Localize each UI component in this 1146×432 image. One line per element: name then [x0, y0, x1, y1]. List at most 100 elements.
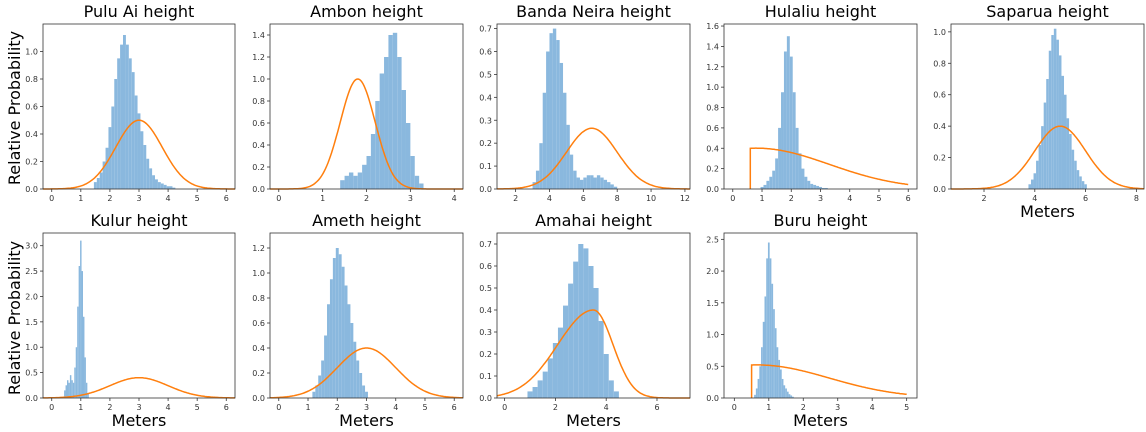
hist-bar — [114, 79, 118, 189]
hist-bar — [1069, 134, 1072, 189]
hist-bar — [68, 382, 70, 398]
x-tick-label: 5 — [195, 194, 200, 203]
hist-bar — [542, 371, 548, 398]
hist-bar — [1076, 170, 1080, 189]
x-tick-label: 3 — [136, 194, 141, 203]
y-tick-label: 0.0 — [479, 394, 492, 403]
hist-bar — [1028, 184, 1031, 189]
hist-bar — [1084, 184, 1087, 189]
y-tick-label: 0.1 — [479, 372, 492, 381]
hist-bar — [414, 175, 420, 189]
panel-title: Ameth height — [312, 211, 421, 230]
hist-bar — [557, 327, 564, 398]
hist-bar — [762, 321, 765, 398]
hist-bar — [546, 51, 550, 189]
x-tick-label: 2 — [981, 194, 986, 203]
hist-bar — [783, 385, 786, 398]
hist-bar — [140, 131, 144, 189]
x-tick-label: 0 — [276, 194, 281, 203]
hist-bar — [586, 175, 591, 189]
hist-bar — [539, 143, 543, 189]
hist-bar — [1081, 181, 1085, 189]
hist-bar — [332, 258, 336, 398]
hist-bar — [370, 134, 376, 189]
hist-bar — [348, 172, 354, 189]
y-tick-label: 1.5 — [706, 299, 719, 308]
x-axis-label: Meters — [793, 411, 848, 430]
hist-bar — [353, 175, 358, 189]
x-tick-label: 0 — [730, 194, 735, 203]
y-tick-label: 0.6 — [479, 48, 492, 57]
fitted-curve — [750, 364, 907, 398]
hist-bar — [327, 304, 330, 398]
hist-bar — [338, 254, 342, 398]
y-tick-label: 0.8 — [252, 97, 265, 106]
x-tick-label: 3 — [136, 403, 141, 412]
y-tick-label: 0.8 — [252, 294, 265, 303]
hist-bar — [593, 177, 597, 189]
y-tick-label: 1.0 — [252, 75, 265, 84]
y-tick-label: 1.5 — [25, 318, 38, 327]
hist-bar — [579, 179, 584, 189]
hist-bar — [93, 182, 97, 189]
hist-bar — [87, 392, 89, 398]
hist-bar — [80, 240, 82, 398]
hist-bar — [810, 183, 814, 189]
y-axis-label-row2: Relative Probability — [5, 241, 24, 395]
panel-2: Ambon height 0 1 2 3 4 0.0 0.2 0.4 0.6 0.8 1.0 1.2 1.… — [252, 2, 464, 203]
hist-bar — [143, 145, 147, 189]
hist-bar — [821, 187, 825, 189]
hist-bar — [775, 158, 779, 189]
y-tick-label: 0.0 — [25, 185, 38, 194]
hist-bar — [542, 92, 547, 189]
axes-frame — [269, 232, 464, 399]
hist-bar — [152, 175, 155, 189]
hist-bar — [163, 184, 167, 189]
hist-bar — [786, 391, 789, 398]
hist-bar — [559, 62, 564, 190]
y-tick-label: 0.3 — [479, 328, 492, 337]
y-tick-label: 0.4 — [933, 122, 946, 131]
hist-bar — [552, 28, 557, 190]
x-tick-label: 2 — [335, 403, 340, 412]
x-tick-label: 4 — [847, 194, 852, 203]
x-tick-label: 0 — [49, 194, 54, 203]
y-tick-label: 2.5 — [706, 235, 719, 244]
hist-bar — [1053, 28, 1057, 190]
hist-bar — [566, 124, 570, 189]
x-tick-label: 0 — [276, 403, 281, 412]
hist-bar — [1064, 94, 1067, 189]
y-tick-label: 0.8 — [25, 75, 38, 84]
hist-bar — [340, 180, 345, 189]
hist-bar — [1033, 173, 1037, 189]
y-tick-label: 0.0 — [252, 394, 265, 403]
hist-bar — [766, 258, 768, 398]
y-tick-label: 1.0 — [933, 28, 946, 37]
hist-bar — [590, 175, 594, 189]
x-tick-label: 6 — [654, 403, 659, 412]
hist-bar — [397, 57, 402, 189]
y-tick-label: 0.4 — [479, 93, 492, 102]
hist-bar — [769, 258, 772, 398]
x-tick-label: 5 — [904, 403, 909, 412]
y-tick-label: 0.0 — [252, 185, 265, 194]
hist-bar — [1058, 55, 1062, 189]
axes-frame — [950, 23, 1145, 190]
x-tick-label: 0 — [732, 403, 737, 412]
x-tick-label: 3 — [835, 403, 840, 412]
panel-title: Amahai height — [535, 211, 652, 230]
axes-frame — [42, 232, 236, 399]
x-tick-label: 4 — [166, 403, 171, 412]
hist-bar — [410, 156, 415, 189]
hist-bar — [111, 106, 115, 189]
hist-bar — [388, 35, 393, 189]
fitted-curve — [497, 127, 690, 190]
axes-frame — [496, 23, 691, 190]
y-axis-label-row1: Relative Probability — [5, 31, 24, 185]
y-tick-label: 1.2 — [252, 53, 265, 62]
y-tick-label: 0.5 — [706, 362, 719, 371]
hist-bar — [379, 73, 385, 189]
axes-frame — [496, 232, 691, 399]
hist-bar — [344, 175, 349, 189]
